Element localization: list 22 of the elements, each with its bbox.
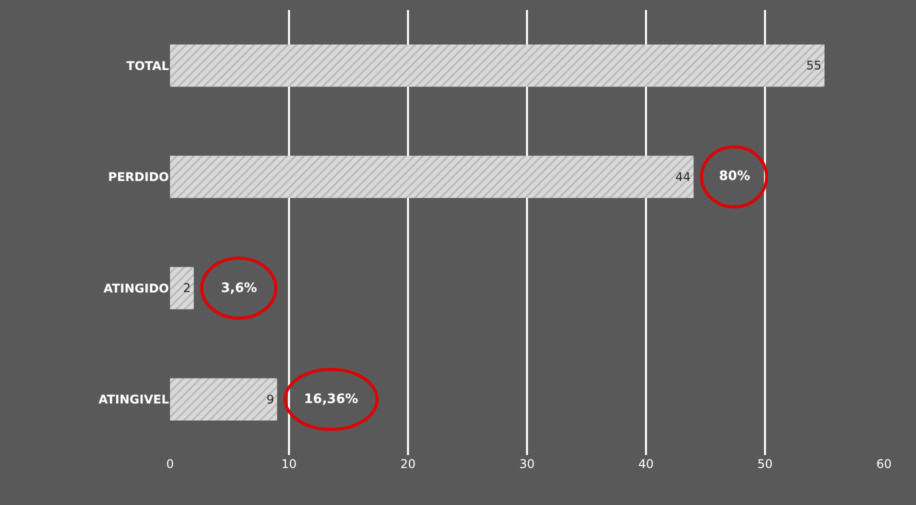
data-label: 44: [675, 170, 691, 184]
x-tick-label: 60: [876, 457, 892, 471]
bar: [170, 156, 694, 198]
data-label: 2: [183, 281, 191, 296]
y-tick-label: ATINGIDO: [103, 281, 169, 296]
annotation: 16,36%: [304, 392, 358, 407]
bar: [170, 44, 824, 87]
annotation: 80%: [719, 169, 750, 184]
annotation: 3,6%: [221, 281, 258, 296]
bar: [170, 266, 194, 310]
x-tick-label: 30: [519, 457, 535, 471]
data-label: 9: [266, 392, 274, 406]
x-tick-label: 40: [638, 457, 654, 471]
x-tick-label: 10: [281, 457, 297, 471]
data-label: 55: [806, 58, 822, 73]
x-tick-label: 50: [757, 457, 773, 471]
x-tick-label: 0: [166, 457, 174, 471]
bar: [170, 378, 278, 421]
y-tick-label: PERDIDO: [108, 170, 169, 184]
x-tick-label: 20: [400, 457, 416, 471]
y-tick-label: TOTAL: [126, 58, 170, 73]
y-tick-label: ATINGIVEL: [98, 392, 170, 407]
